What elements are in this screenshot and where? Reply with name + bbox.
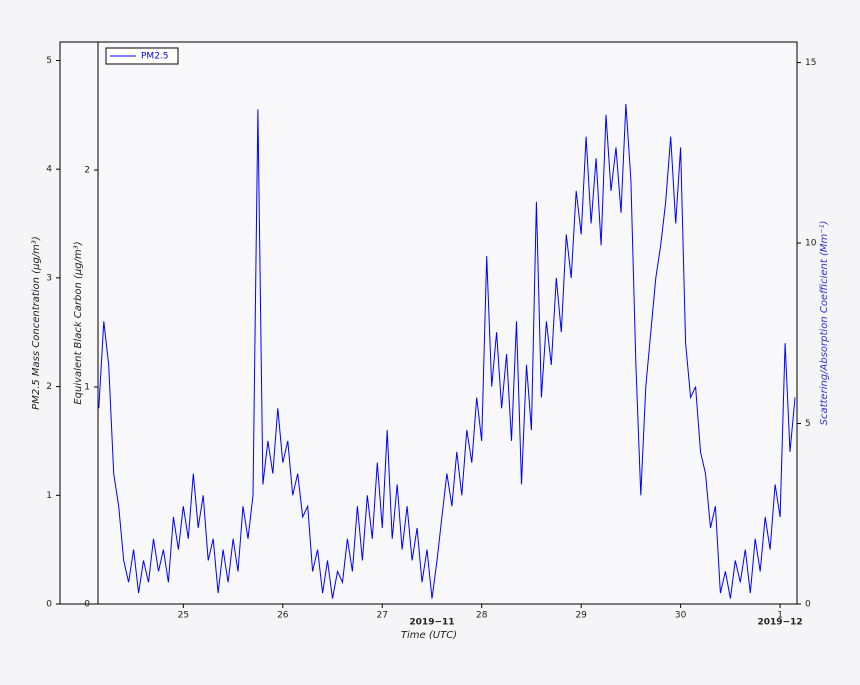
y-tick-label: 5 [46,56,52,66]
x-tick-label: 1 [777,611,783,621]
y-tick-label: 5 [805,419,811,429]
y2-axis-label: Scattering/Absorption Coefficient (Mm⁻¹) [819,221,830,426]
x-group-label: 2019−11 [409,618,454,628]
x-tick-label: 25 [178,611,189,621]
legend-label: PM2.5 [141,52,169,62]
y-tick-label: 3 [46,273,52,283]
y-tick-label: 2 [84,166,90,176]
y-axis-label: PM2.5 Mass Concentration (µg/m³) [31,236,42,410]
x-tick-label: 28 [476,611,488,621]
x-tick-label: 26 [277,611,289,621]
y3-axis-label: Equivalent Black Carbon (µg/m³) [73,241,84,404]
y-tick-label: 0 [805,600,811,610]
y-tick-label: 4 [46,165,52,175]
y-tick-label: 1 [84,383,90,393]
y-tick-label: 1 [46,491,52,501]
line [98,103,796,599]
x-tick-label: 27 [377,611,388,621]
y-tick-label: 0 [84,600,90,610]
y-tick-label: 15 [805,58,816,68]
x-axis-label: Time (UTC) [401,630,457,641]
x-tick-label: 30 [675,611,687,621]
y-tick-label: 0 [46,600,52,610]
legend-box [105,47,179,65]
x-group-label: 2019−12 [758,618,803,628]
plot-area [59,41,798,605]
x-tick-label: 29 [575,611,587,621]
y-tick-label: 10 [805,239,817,249]
y-tick-label: 2 [46,382,52,392]
